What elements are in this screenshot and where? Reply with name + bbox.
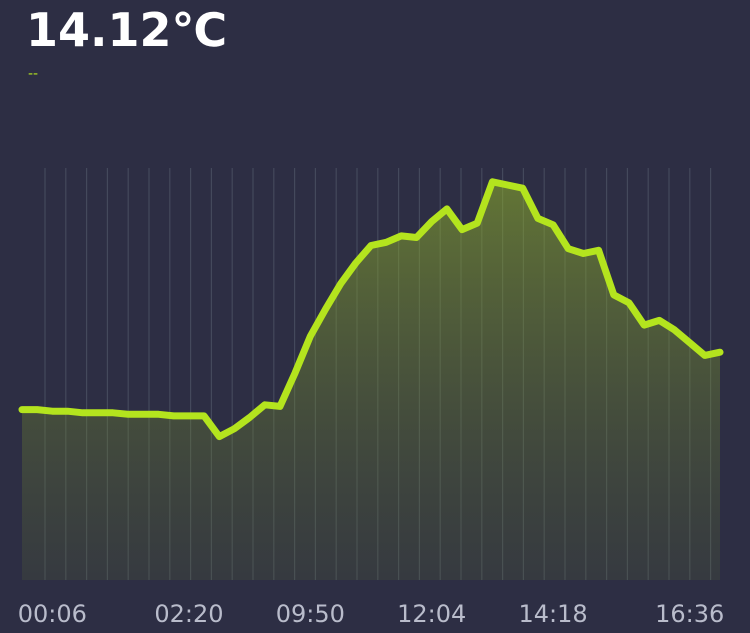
- chart-title: 14.12℃: [26, 3, 227, 57]
- x-tick-label: 09:50: [276, 600, 345, 628]
- x-tick-label: 00:06: [18, 600, 87, 628]
- area: [22, 181, 720, 581]
- x-tick-label: 02:20: [154, 600, 223, 628]
- line: [18, 178, 724, 441]
- x-tick-label: 12:04: [397, 600, 466, 628]
- legend-entry: --: [28, 66, 38, 82]
- x-tick-label: 16:36: [655, 600, 724, 628]
- x-tick-label: 14:18: [519, 600, 588, 628]
